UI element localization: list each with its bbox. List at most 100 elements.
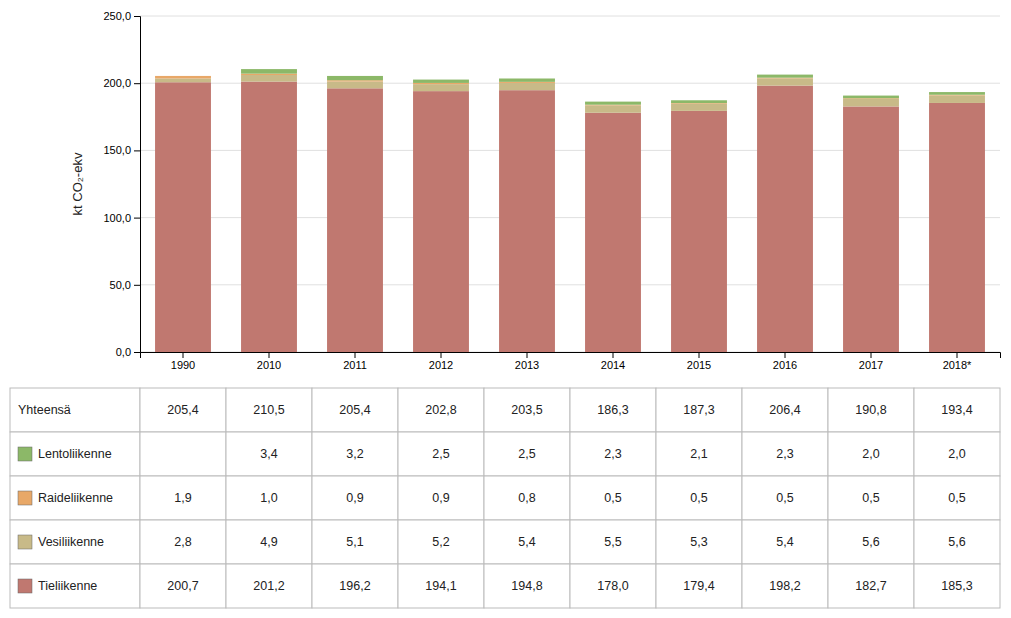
bar	[929, 103, 985, 352]
x-axis: 1990 2010 2011 2012 2013 2014 2015 2016 2017 2018…	[141, 352, 1001, 371]
table-cell	[140, 432, 226, 476]
x-tick-mark	[699, 352, 700, 358]
bar	[241, 75, 297, 82]
y-tick-mark	[134, 218, 140, 219]
table-cell	[312, 564, 398, 608]
table-row-label: Yhteensä	[18, 403, 71, 417]
table-value: 4,9	[260, 535, 277, 549]
table-value: 5,5	[604, 535, 621, 549]
y-tick: 50,0	[110, 279, 140, 291]
table-value: 5,3	[690, 535, 707, 549]
table-cell	[140, 388, 226, 432]
table-cell	[484, 520, 570, 564]
bar	[241, 82, 297, 352]
x-tick: 2011	[343, 352, 367, 371]
table-value: 2,3	[604, 447, 621, 461]
table-cell	[656, 564, 742, 608]
bar	[929, 95, 985, 103]
table-cell	[10, 564, 140, 608]
table-cell	[828, 476, 914, 520]
bar	[413, 83, 469, 84]
x-tick-label: 2016	[773, 359, 797, 371]
table-cell	[914, 520, 1000, 564]
bar	[327, 81, 383, 88]
table-cell	[828, 432, 914, 476]
table-value: 198,2	[769, 579, 800, 593]
x-tick-mark	[613, 352, 614, 358]
x-tick: 2013	[515, 352, 539, 371]
table-value: 5,4	[776, 535, 793, 549]
y-tick-mark	[134, 16, 140, 17]
bar	[757, 86, 813, 352]
table-cell	[398, 564, 484, 608]
x-tick-label: 2013	[515, 359, 539, 371]
table-value: 0,5	[604, 491, 621, 505]
bars	[155, 69, 985, 352]
bar	[843, 106, 899, 352]
bar	[585, 102, 641, 105]
table-value: 0,9	[432, 491, 449, 505]
table-cell	[484, 432, 570, 476]
x-tick-label: 2014	[601, 359, 625, 371]
legend-swatch	[18, 579, 32, 593]
table-value: 0,8	[518, 491, 535, 505]
table-value: 3,4	[260, 447, 277, 461]
bar	[327, 88, 383, 352]
bar	[499, 83, 555, 90]
bar	[241, 74, 297, 75]
table-cell	[140, 520, 226, 564]
table-value: 179,4	[683, 579, 714, 593]
y-axis: 0,050,0100,0150,0200,0250,0	[103, 10, 140, 358]
bar	[499, 78, 555, 81]
table-cell	[10, 476, 140, 520]
x-tick-label: 1990	[171, 359, 195, 371]
table-value: 0,5	[776, 491, 793, 505]
bar	[843, 96, 899, 99]
table-cell	[570, 432, 656, 476]
legend-swatch	[18, 447, 32, 461]
x-tick-label: 2018*	[943, 359, 972, 371]
table-cell	[742, 476, 828, 520]
table-cell	[570, 564, 656, 608]
table-value: 5,2	[432, 535, 449, 549]
table-cell	[656, 520, 742, 564]
table-cell	[140, 476, 226, 520]
bar	[585, 113, 641, 352]
table-value: 205,4	[167, 403, 198, 417]
table-value: 182,7	[855, 579, 886, 593]
table-cell	[398, 432, 484, 476]
x-tick: 2017	[859, 352, 883, 371]
table-cell	[656, 432, 742, 476]
bar	[155, 82, 211, 352]
table-value: 1,0	[260, 491, 277, 505]
data-table: Yhteensä205,4210,5205,4202,8203,5186,318…	[10, 388, 1000, 608]
table-value: 2,8	[174, 535, 191, 549]
bar	[155, 78, 211, 82]
x-tick: 2015	[687, 352, 711, 371]
table-cell	[312, 432, 398, 476]
table-value: 2,1	[690, 447, 707, 461]
bar	[757, 75, 813, 78]
y-axis-title: kt CO₂-ekv	[70, 152, 85, 215]
y-tick-label: 200,0	[103, 77, 131, 89]
table-row-label: Raideliikenne	[38, 491, 113, 505]
bar	[843, 99, 899, 107]
x-axis-line	[141, 353, 1001, 359]
table-value: 178,0	[597, 579, 628, 593]
table-cell	[484, 476, 570, 520]
table-cell	[10, 388, 140, 432]
x-tick: 2018*	[943, 352, 972, 371]
x-tick: 2012	[429, 352, 453, 371]
table-cell	[312, 388, 398, 432]
table-cell	[398, 476, 484, 520]
bar	[327, 80, 383, 81]
table-cell	[914, 432, 1000, 476]
bar	[155, 75, 211, 76]
table-value: 203,5	[511, 403, 542, 417]
bar	[241, 69, 297, 74]
table-cell	[484, 388, 570, 432]
x-tick-label: 2010	[257, 359, 281, 371]
table-value: 2,0	[948, 447, 965, 461]
bar	[499, 90, 555, 352]
table-value: 2,3	[776, 447, 793, 461]
